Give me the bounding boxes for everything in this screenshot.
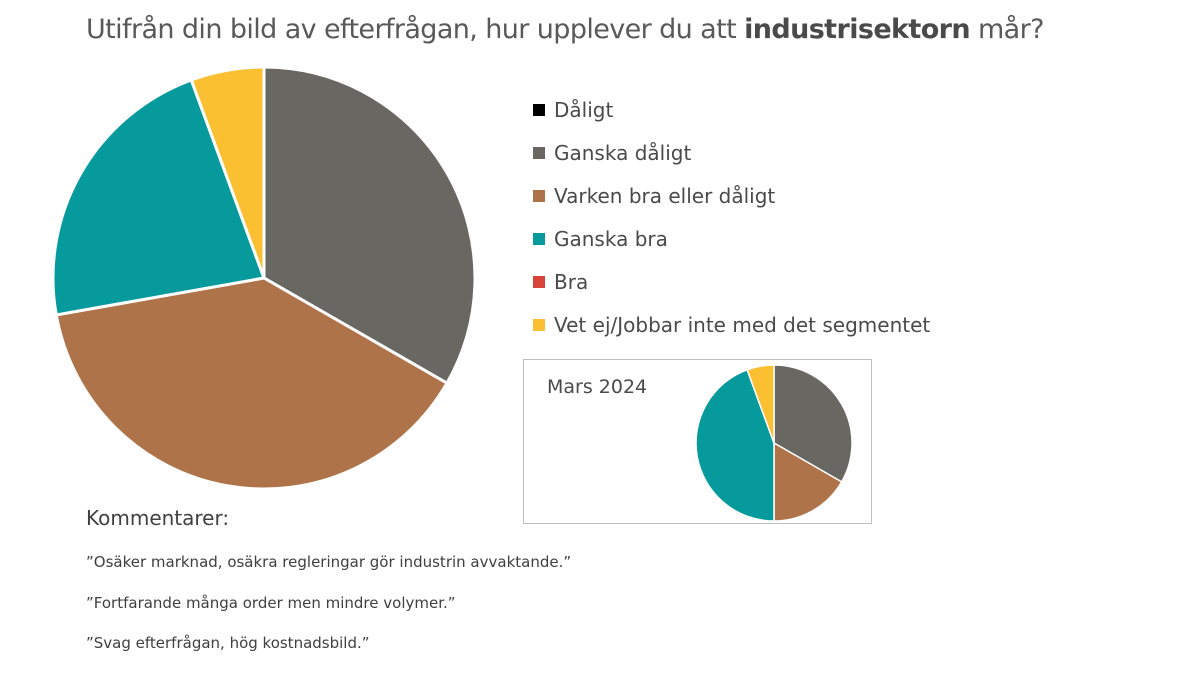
pie-slice-ganska-d-ligt — [262, 65, 477, 385]
legend-item-varken: Varken bra eller dåligt — [533, 174, 930, 217]
legend-label: Bra — [554, 269, 589, 294]
pie-slice-ganska-bra — [695, 369, 775, 522]
comment-3: ”Svag efterfrågan, hög kostnadsbild.” — [86, 634, 370, 652]
legend: Dåligt Ganska dåligt Varken bra eller då… — [533, 88, 930, 346]
pie-slice-vet-ej-jobbar-inte-med-det-segmentet — [746, 364, 775, 444]
legend-swatch — [533, 318, 545, 331]
pie-slice-varken-bra-eller-d-ligt — [54, 276, 449, 491]
comment-1: ”Osäker marknad, osäkra regleringar gör … — [86, 553, 572, 571]
legend-swatch — [533, 146, 545, 159]
legend-label: Dåligt — [554, 97, 614, 122]
legend-swatch — [533, 189, 545, 202]
legend-label: Ganska bra — [554, 226, 668, 251]
inset-title: Mars 2024 — [547, 376, 648, 398]
legend-swatch — [533, 103, 545, 116]
legend-item-ganska-daligt: Ganska dåligt — [533, 131, 930, 174]
comments-heading: Kommentarer: — [86, 506, 230, 530]
legend-item-daligt: Dåligt — [533, 88, 930, 131]
chart-title: Utifrån din bild av efterfrågan, hur upp… — [86, 14, 1044, 45]
pie-slice-ganska-d-ligt — [773, 364, 853, 483]
comment-2: ”Fortfarande många order men mindre voly… — [86, 594, 456, 612]
legend-label: Vet ej/Jobbar inte med det segmentet — [554, 312, 931, 337]
legend-item-vet-ej: Vet ej/Jobbar inte med det segmentet — [533, 303, 930, 346]
main-pie-chart — [51, 65, 477, 491]
title-bold: industrisektorn — [744, 14, 971, 45]
title-suffix: mår? — [969, 14, 1045, 45]
legend-item-bra: Bra — [533, 260, 930, 303]
inset-comparison-box: Mars 2024 — [523, 359, 872, 524]
legend-swatch — [533, 232, 545, 245]
pie-slice-ganska-bra — [51, 78, 266, 317]
title-prefix: Utifrån din bild av efterfrågan, hur upp… — [86, 14, 745, 45]
pie-slice-vet-ej-jobbar-inte-med-det-segmentet — [189, 65, 266, 280]
legend-item-ganska-bra: Ganska bra — [533, 217, 930, 260]
inset-pie-chart — [695, 364, 853, 522]
pie-slice-varken-bra-eller-d-ligt — [773, 442, 843, 522]
legend-swatch — [533, 275, 545, 288]
legend-label: Varken bra eller dåligt — [554, 183, 776, 208]
legend-label: Ganska dåligt — [554, 140, 692, 165]
